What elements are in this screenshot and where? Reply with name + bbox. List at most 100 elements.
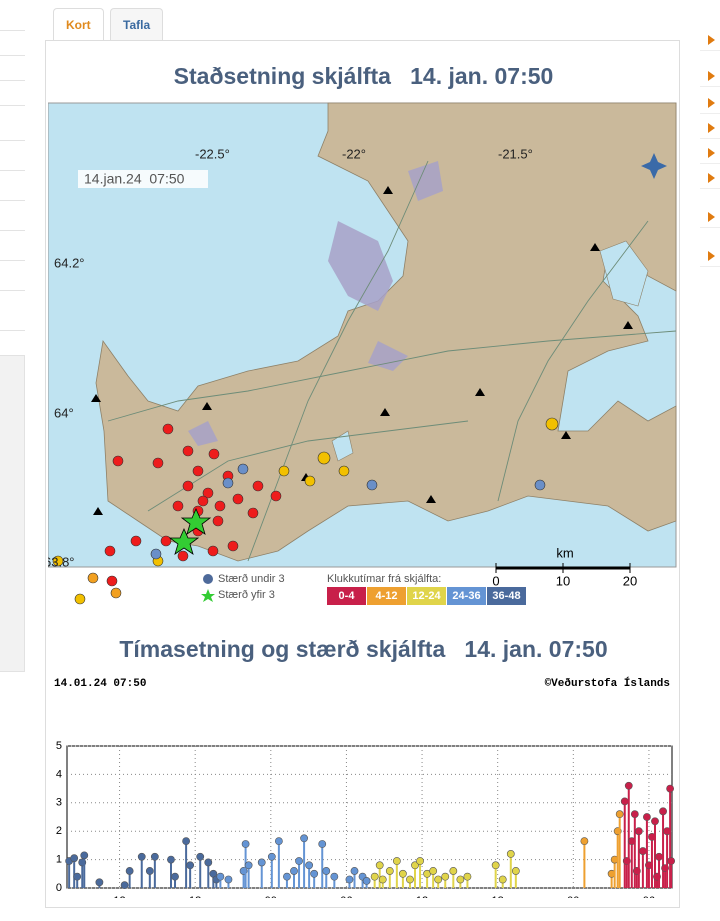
- point: [399, 869, 407, 878]
- x-tick-label: 06: [643, 895, 655, 898]
- point: [70, 854, 79, 863]
- point: [137, 852, 146, 861]
- point: [659, 807, 667, 816]
- point: [204, 858, 213, 867]
- point: [95, 878, 104, 887]
- compass: [641, 153, 667, 179]
- quake-dots: [52, 417, 559, 605]
- point: [441, 872, 450, 881]
- map-title: Staðsetning skjálfta 14. jan. 07:50: [173, 63, 554, 89]
- list-arrow[interactable]: [700, 143, 720, 164]
- list-arrow[interactable]: [700, 30, 720, 51]
- tab[interactable]: Kort: [53, 8, 104, 41]
- point: [80, 851, 89, 860]
- point: [167, 855, 175, 864]
- lava: [188, 161, 443, 446]
- point: [216, 872, 225, 881]
- point: [150, 852, 159, 861]
- legend-label: Stærð undir 3: [218, 573, 285, 585]
- sidebar-row: [0, 200, 25, 231]
- timestamp-box: [78, 170, 208, 188]
- point: [186, 861, 195, 870]
- point: [171, 872, 179, 881]
- list-arrow[interactable]: [700, 118, 720, 139]
- land: [95, 102, 677, 562]
- x-tick-label: 00: [567, 895, 579, 898]
- sidebar-row: [0, 260, 25, 291]
- point: [295, 857, 303, 865]
- point: [305, 861, 314, 870]
- point: [651, 817, 659, 826]
- point: [385, 867, 394, 875]
- point: [429, 867, 438, 875]
- legend-symbol: [203, 574, 213, 584]
- list-arrow[interactable]: [700, 66, 720, 87]
- point: [300, 834, 308, 843]
- legend-label: 24-36: [452, 590, 480, 602]
- y-tick-label: 1: [56, 854, 62, 866]
- point: [620, 797, 629, 806]
- sidebar-row: [0, 290, 25, 331]
- x-tick-label: 06: [340, 895, 352, 898]
- point: [511, 867, 520, 875]
- point: [615, 810, 624, 819]
- point: [322, 867, 331, 875]
- legend-symbol: [201, 589, 215, 602]
- sidebar-box: [0, 355, 25, 672]
- point: [392, 857, 401, 865]
- chart-title: Tímasetning og stærð skjálfta 14. jan. 0…: [119, 636, 608, 662]
- point: [120, 881, 129, 890]
- list-arrow[interactable]: [700, 246, 720, 267]
- point: [378, 875, 387, 884]
- point: [318, 840, 327, 848]
- sidebar-row: [0, 0, 25, 31]
- point: [416, 857, 424, 865]
- point: [638, 847, 647, 855]
- legend-label: 12-24: [412, 590, 441, 602]
- x-tick-label: 18: [189, 895, 201, 898]
- sidebar-row: [0, 105, 25, 141]
- point: [182, 837, 191, 846]
- point: [456, 875, 465, 884]
- point: [498, 875, 507, 884]
- point: [449, 867, 458, 875]
- list-arrow[interactable]: [700, 168, 720, 189]
- point: [73, 872, 82, 881]
- point: [634, 827, 643, 836]
- list-arrow[interactable]: [700, 93, 720, 114]
- x-tick-label: 18: [492, 895, 504, 898]
- point: [241, 840, 250, 848]
- x-tick-label: 12: [113, 895, 125, 898]
- point: [375, 861, 384, 870]
- point: [267, 852, 276, 861]
- legend-title: Klukkutímar frá skjálfta:: [327, 573, 441, 585]
- y-tick-label: 0: [56, 882, 62, 894]
- point: [370, 872, 379, 881]
- star-markers: [168, 508, 212, 555]
- point: [345, 875, 354, 884]
- legend-swatch: [367, 587, 406, 605]
- list-arrow[interactable]: [700, 207, 720, 228]
- x-tick-label: 00: [265, 895, 277, 898]
- map: 14.jan.24 07:50 -22.5° -22° -21.5° 64.2°…: [48, 102, 677, 605]
- lat-label: 64.2°: [54, 255, 85, 270]
- point: [624, 781, 633, 790]
- legend-swatch: [327, 587, 366, 605]
- plot-area: [66, 745, 673, 889]
- map-timestamp: 14.jan.24 07:50: [84, 171, 185, 187]
- y-tick-label: 4: [56, 768, 62, 780]
- tab[interactable]: Tafla: [110, 8, 164, 40]
- y-tick-label: 3: [56, 797, 62, 809]
- legend-swatch: [487, 587, 526, 605]
- chart-credit: ©Veðurstofa Íslands: [545, 676, 670, 690]
- point: [196, 852, 205, 861]
- map-legend: Stærð undir 3 Stærð yfir 3 Klukkutímar f…: [201, 573, 526, 605]
- panel: Staðsetning skjálfta 14. jan. 07:50 1: [45, 40, 680, 908]
- point: [643, 813, 651, 821]
- scale-unit: km: [556, 545, 573, 560]
- point: [257, 858, 266, 867]
- sidebar-row: [0, 230, 25, 261]
